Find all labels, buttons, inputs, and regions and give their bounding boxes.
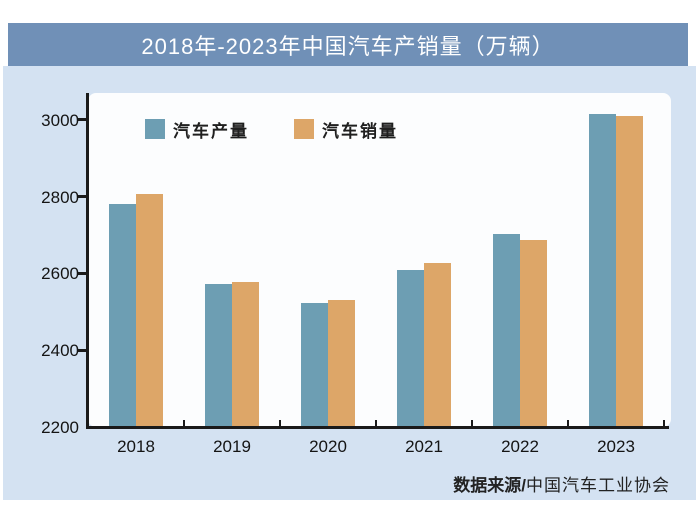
x-tick-4: [471, 420, 473, 426]
plot-panel: [88, 93, 671, 427]
bar-production-2020: [301, 303, 328, 426]
x-label-2020: 2020: [309, 437, 347, 456]
x-label-2021: 2021: [405, 437, 443, 456]
legend-label-production: 汽车产量: [173, 121, 249, 141]
data-source-org: 中国汽车工业协会: [526, 476, 670, 495]
x-tick-3: [375, 420, 377, 426]
bar-sales-2022: [520, 240, 547, 426]
chart-card: 2200 2400 2600 2800 3000 2018 2019 2020 2021 2022…: [3, 66, 696, 500]
x-label-2018: 2018: [117, 437, 155, 456]
legend-swatch-production: [145, 119, 165, 139]
chart-title-bar: 2018年-2023年中国汽车产销量（万辆）: [8, 23, 688, 66]
bar-production-2018: [109, 203, 136, 426]
y-tick-2800: [77, 195, 86, 199]
bar-production-2021: [397, 270, 424, 426]
y-tick-2400: [77, 348, 86, 352]
bar-sales-2019: [232, 282, 259, 426]
x-label-2019: 2019: [213, 437, 251, 456]
y-tick-3000: [77, 118, 86, 122]
y-tick-2600: [77, 271, 86, 275]
y-label-2200: 2200: [41, 418, 79, 437]
y-axis-line: [86, 93, 89, 429]
bar-sales-2021: [424, 262, 451, 426]
bar-production-2022: [493, 234, 520, 426]
x-label-2023: 2023: [597, 437, 635, 456]
x-tick-2: [279, 420, 281, 426]
chart-title: 2018年-2023年中国汽车产销量（万辆）: [141, 33, 555, 59]
x-axis-line: [86, 426, 669, 429]
bar-sales-2020: [328, 299, 355, 426]
x-tick-5: [567, 420, 569, 426]
bar-sales-2023: [616, 116, 643, 426]
x-tick-6: [663, 420, 665, 426]
y-label-3000: 3000: [41, 110, 79, 130]
bar-production-2023: [589, 113, 616, 426]
y-label-2600: 2600: [41, 264, 79, 284]
legend-swatch-sales: [294, 119, 314, 139]
x-tick-1: [183, 420, 185, 426]
legend-label-sales: 汽车销量: [322, 121, 398, 141]
chart-legend: 汽车产量 汽车销量: [145, 116, 398, 142]
data-source: 数据来源/中国汽车工业协会: [453, 471, 670, 496]
x-label-2022: 2022: [501, 437, 539, 456]
data-source-prefix: 数据来源/: [453, 476, 526, 495]
bar-sales-2018: [136, 193, 163, 426]
bar-production-2019: [205, 284, 232, 426]
y-label-2800: 2800: [41, 187, 79, 207]
y-label-2400: 2400: [41, 341, 79, 361]
